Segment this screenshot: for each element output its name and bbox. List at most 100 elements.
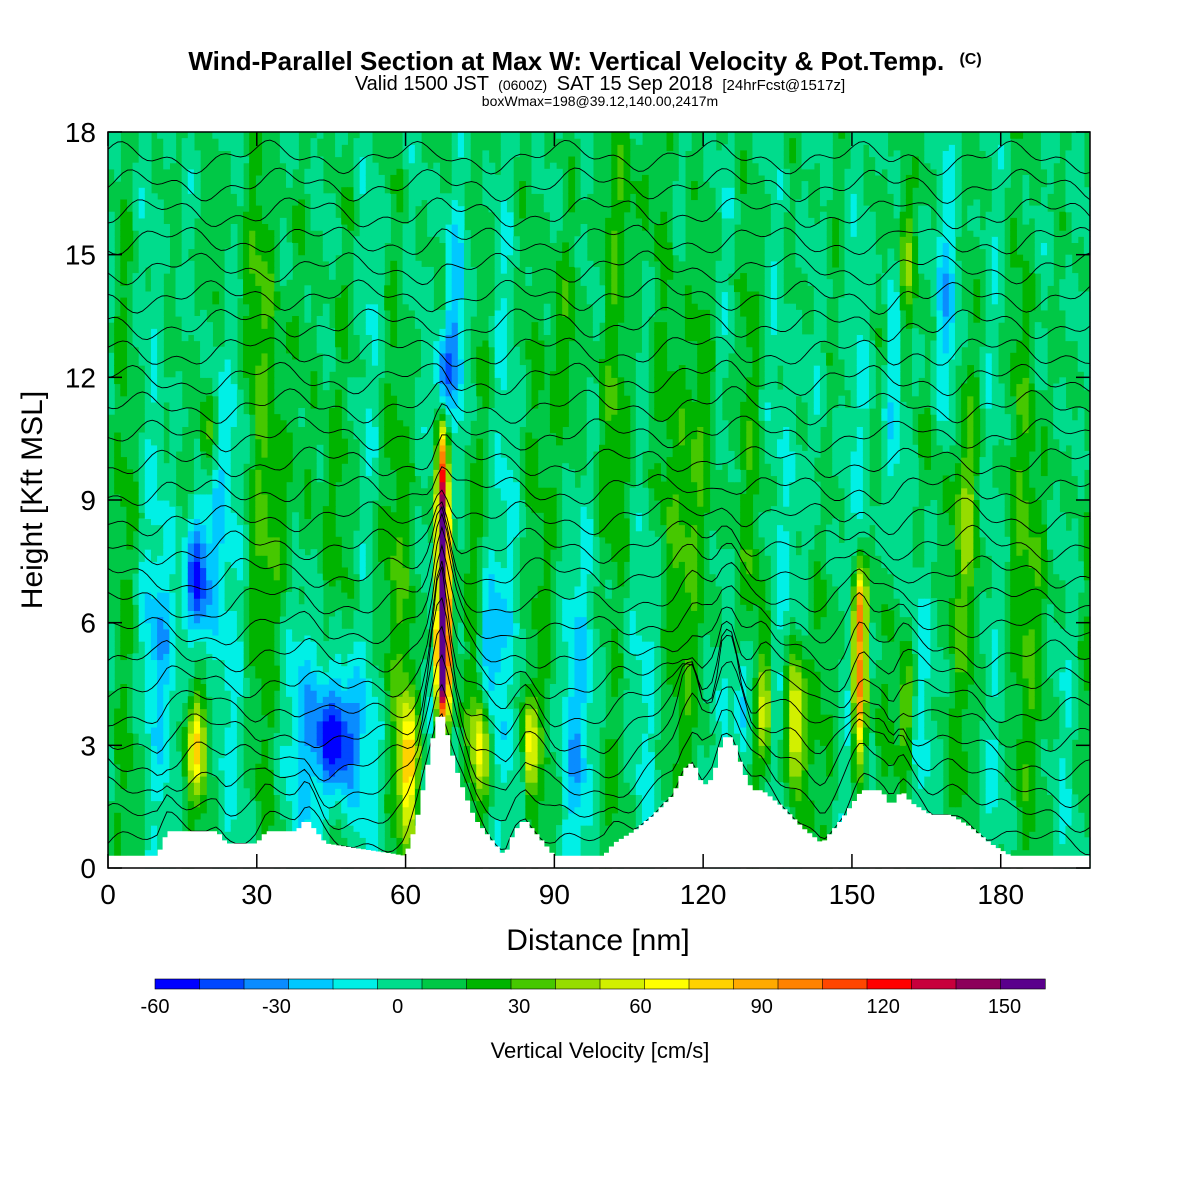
velocity-cell: [218, 371, 226, 378]
velocity-cell: [150, 549, 158, 556]
velocity-cell: [175, 395, 183, 403]
velocity-cell: [365, 634, 373, 642]
velocity-cell: [408, 291, 416, 299]
velocity-cell: [451, 432, 459, 440]
velocity-cell: [249, 512, 256, 519]
velocity-cell: [421, 549, 428, 556]
velocity-cell: [316, 162, 324, 170]
velocity-cell: [230, 524, 238, 532]
velocity-cell: [310, 745, 318, 753]
velocity-cell: [206, 549, 213, 556]
velocity-cell: [304, 181, 312, 188]
velocity-cell: [402, 266, 410, 274]
velocity-cell: [451, 217, 459, 225]
velocity-cell: [396, 199, 404, 207]
velocity-cell: [396, 628, 404, 636]
velocity-cell: [285, 340, 293, 348]
velocity-cell: [359, 794, 367, 802]
velocity-cell: [163, 751, 170, 759]
velocity-cell: [273, 444, 281, 452]
velocity-cell: [200, 622, 207, 630]
velocity-cell: [304, 653, 312, 661]
velocity-cell: [378, 242, 385, 250]
velocity-cell: [353, 818, 361, 826]
velocity-cell: [279, 279, 287, 286]
velocity-cell: [230, 622, 238, 630]
velocity-cell: [169, 457, 177, 464]
velocity-cell: [206, 426, 213, 434]
velocity-cell: [169, 604, 177, 611]
velocity-cell: [279, 794, 287, 802]
velocity-cell: [463, 426, 471, 434]
velocity-cell: [322, 561, 330, 569]
velocity-cell: [200, 500, 207, 507]
velocity-cell: [193, 708, 201, 716]
velocity-cell: [298, 236, 305, 243]
velocity-cell: [304, 806, 312, 814]
velocity-cell: [267, 665, 275, 673]
velocity-cell: [457, 720, 465, 728]
velocity-cell: [163, 266, 170, 274]
velocity-cell: [236, 598, 244, 605]
velocity-cell: [335, 794, 342, 802]
velocity-cell: [243, 217, 250, 225]
velocity-cell: [310, 714, 318, 722]
velocity-cell: [279, 438, 287, 446]
velocity-cell: [328, 677, 336, 685]
velocity-cell: [347, 776, 355, 783]
velocity-cell: [255, 500, 263, 507]
velocity-cell: [365, 567, 373, 575]
velocity-cell: [150, 420, 158, 427]
velocity-cell: [310, 555, 318, 562]
velocity-cell: [335, 812, 342, 820]
velocity-cell: [457, 542, 465, 550]
velocity-cell: [187, 322, 195, 329]
velocity-cell: [120, 316, 128, 323]
velocity-cell: [378, 260, 385, 268]
velocity-cell: [322, 818, 330, 826]
velocity-cell: [414, 512, 422, 519]
velocity-cell: [243, 279, 250, 286]
velocity-cell: [224, 530, 232, 538]
velocity-cell: [200, 806, 207, 814]
velocity-cell: [120, 763, 128, 771]
velocity-cell: [285, 162, 293, 170]
velocity-cell: [322, 217, 330, 225]
velocity-cell: [408, 825, 416, 832]
velocity-cell: [470, 383, 477, 391]
velocity-cell: [378, 187, 385, 194]
velocity-cell: [187, 739, 195, 746]
velocity-cell: [236, 432, 244, 440]
velocity-cell: [463, 236, 471, 243]
velocity-cell: [144, 475, 152, 483]
velocity-cell: [378, 794, 385, 802]
velocity-cell: [267, 309, 275, 317]
velocity-cell: [249, 150, 256, 158]
velocity-cell: [445, 340, 453, 348]
velocity-cell: [150, 303, 158, 311]
velocity-cell: [378, 549, 385, 556]
velocity-cell: [132, 696, 140, 703]
velocity-cell: [316, 604, 324, 611]
velocity-cell: [457, 205, 465, 213]
velocity-cell: [482, 763, 490, 771]
velocity-cell: [108, 303, 115, 311]
velocity-cell: [255, 659, 263, 667]
velocity-cell: [200, 788, 207, 795]
velocity-cell: [482, 751, 490, 759]
velocity-cell: [341, 739, 348, 746]
velocity-cell: [298, 696, 305, 703]
velocity-cell: [445, 671, 453, 679]
velocity-cell: [414, 193, 422, 201]
velocity-cell: [322, 745, 330, 753]
velocity-cell: [175, 414, 183, 421]
velocity-cell: [298, 788, 305, 795]
velocity-cell: [390, 260, 398, 268]
velocity-cell: [206, 352, 213, 360]
velocity-cell: [279, 671, 287, 679]
velocity-cell: [230, 230, 238, 237]
velocity-cell: [224, 401, 232, 409]
velocity-cell: [322, 733, 330, 740]
velocity-cell: [433, 696, 441, 703]
velocity-cell: [224, 726, 232, 734]
